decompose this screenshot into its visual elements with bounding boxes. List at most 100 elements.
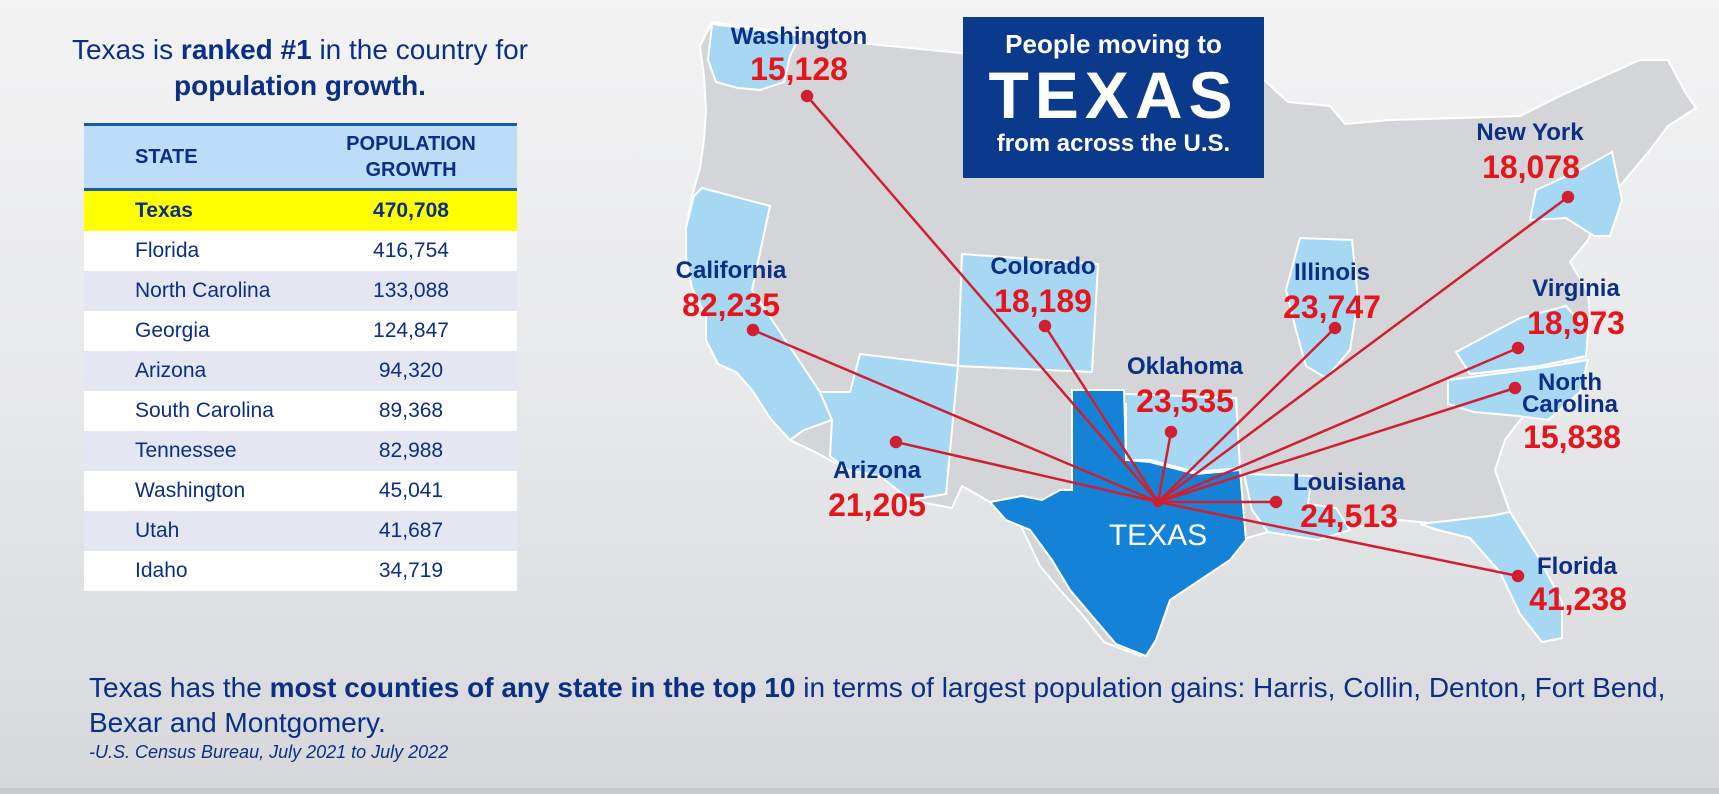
state-florida: [1419, 510, 1563, 644]
state-cell: Idaho: [84, 551, 305, 591]
headline: Texas is ranked #1 in the country for po…: [70, 32, 530, 104]
headline-bold-growth: population growth.: [174, 70, 426, 101]
footer-bold: most counties of any state in the top 10: [269, 672, 796, 703]
label-illinois: Illinois: [1294, 259, 1370, 286]
flow-line-north-carolina: [1157, 386, 1516, 504]
flow-dot-virginia: [1511, 341, 1525, 355]
flow-dot-california: [746, 323, 760, 337]
column-header-growth-line2: GROWTH: [365, 159, 457, 181]
value-florida: 41,238: [1529, 581, 1627, 617]
state-cell: South Carolina: [84, 391, 305, 431]
flow-line-oklahoma: [1156, 431, 1173, 503]
label-north-carolina-line2: Carolina: [1522, 391, 1619, 418]
value-washington: 15,128: [750, 51, 848, 87]
label-new-york: New York: [1476, 119, 1584, 146]
value-new-york: 18,078: [1482, 149, 1580, 185]
table-row: Washington 45,041: [84, 471, 517, 511]
table-row: Florida 416,754: [84, 231, 517, 271]
table-header-row: STATE POPULATION GROWTH: [84, 124, 517, 190]
population-growth-table: STATE POPULATION GROWTH Texas 470,708 Flo…: [84, 123, 517, 591]
headline-text-2: in the country for: [311, 34, 529, 65]
table-row: Arizona 94,320: [84, 351, 517, 391]
flow-line-new-york: [1157, 195, 1569, 504]
state-california: [685, 186, 834, 442]
state-cell: Arizona: [84, 351, 305, 391]
state-colorado: [956, 252, 1100, 374]
table-row-texas: Texas 470,708: [84, 189, 517, 231]
footer-text-2: in terms of largest population gains: Ha…: [89, 672, 1666, 738]
column-header-growth: POPULATION GROWTH: [305, 125, 517, 190]
flow-dot-new-york: [1561, 190, 1575, 204]
growth-cell: 82,988: [305, 431, 517, 471]
title-box: People moving to TEXAS from across the U…: [963, 17, 1264, 178]
title-line-people-moving: People moving to: [1005, 29, 1222, 59]
flow-dot-illinois: [1328, 321, 1342, 335]
bottom-divider: [0, 788, 1719, 794]
table-row: Idaho 34,719: [84, 551, 517, 591]
growth-cell: 45,041: [305, 471, 517, 511]
flow-line-california: [752, 328, 1159, 504]
growth-cell: 470,708: [305, 189, 517, 231]
flow-dot-louisiana: [1269, 495, 1283, 509]
footer-text-1: Texas has the: [89, 672, 270, 703]
flow-hub-texas: [1152, 496, 1164, 508]
title-line-across-us: from across the U.S.: [996, 130, 1231, 157]
value-oklahoma: 23,535: [1136, 383, 1234, 419]
flow-line-colorado: [1043, 325, 1160, 503]
growth-cell: 34,719: [305, 551, 517, 591]
table-row: South Carolina 89,368: [84, 391, 517, 431]
state-cell: Texas: [84, 189, 305, 231]
value-north-carolina: 15,838: [1523, 419, 1621, 455]
flow-lines: [746, 89, 1575, 583]
footer-text: Texas has the most counties of any state…: [89, 670, 1689, 740]
label-louisiana: Louisiana: [1293, 469, 1406, 496]
growth-cell: 89,368: [305, 391, 517, 431]
state-cell: Tennessee: [84, 431, 305, 471]
state-cell: Georgia: [84, 311, 305, 351]
table-row: Georgia 124,847: [84, 311, 517, 351]
label-arizona: Arizona: [833, 457, 922, 484]
flow-dot-oklahoma: [1164, 425, 1178, 439]
value-arizona: 21,205: [828, 487, 926, 523]
value-louisiana: 24,513: [1300, 498, 1398, 534]
headline-text: Texas is: [71, 34, 181, 65]
label-oklahoma: Oklahoma: [1127, 353, 1244, 380]
source-citation: -U.S. Census Bureau, July 2021 to July 2…: [89, 742, 449, 762]
flow-line-florida: [1157, 500, 1519, 578]
growth-cell: 94,320: [305, 351, 517, 391]
flow-dot-colorado: [1038, 319, 1052, 333]
table-row: Utah 41,687: [84, 511, 517, 551]
growth-cell: 416,754: [305, 231, 517, 271]
state-louisiana: [1242, 472, 1352, 542]
flow-line-arizona: [895, 440, 1159, 504]
flow-dot-arizona: [889, 435, 903, 449]
texas-map-label: TEXAS: [1109, 519, 1207, 552]
headline-bold-rank: ranked #1: [180, 34, 312, 65]
state-cell: North Carolina: [84, 271, 305, 311]
title-line-texas: TEXAS: [988, 58, 1239, 132]
flow-dot-florida: [1511, 569, 1525, 583]
value-illinois: 23,747: [1283, 289, 1381, 325]
state-virginia: [1454, 304, 1590, 376]
label-virginia: Virginia: [1532, 275, 1620, 302]
label-colorado: Colorado: [990, 253, 1095, 280]
state-new-york: [1528, 150, 1624, 237]
label-california: California: [676, 257, 787, 284]
label-north-carolina-line1: North: [1538, 369, 1602, 396]
growth-cell: 124,847: [305, 311, 517, 351]
state-cell: Florida: [84, 231, 305, 271]
column-header-growth-line1: POPULATION: [346, 133, 476, 155]
label-florida: Florida: [1537, 553, 1618, 580]
table-row: Tennessee 82,988: [84, 431, 517, 471]
flow-line-washington: [806, 95, 1159, 503]
column-header-state: STATE: [135, 146, 198, 168]
label-washington: Washington: [731, 23, 867, 50]
table-row: North Carolina 133,088: [84, 271, 517, 311]
growth-cell: 41,687: [305, 511, 517, 551]
value-virginia: 18,973: [1527, 305, 1625, 341]
state-washington: [706, 22, 802, 92]
state-cell: Utah: [84, 511, 305, 551]
value-colorado: 18,189: [994, 283, 1092, 319]
value-california: 82,235: [682, 287, 780, 323]
